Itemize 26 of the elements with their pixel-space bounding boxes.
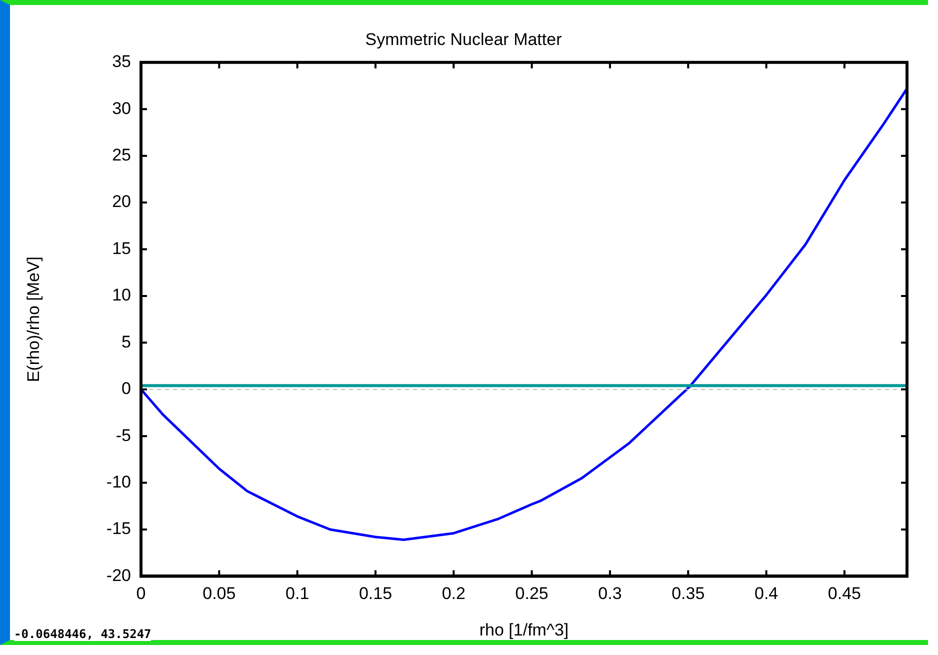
x-tick-label: 0.25 bbox=[515, 584, 548, 604]
x-tick-label: 0.3 bbox=[598, 584, 622, 604]
y-tick-label: -20 bbox=[106, 566, 131, 585]
x-tick-label: 0.4 bbox=[754, 584, 778, 604]
x-tick-label: 0.15 bbox=[358, 584, 392, 604]
y-tick-label: -5 bbox=[116, 426, 131, 445]
y-tick-label: -10 bbox=[106, 472, 131, 492]
y-tick-label: 10 bbox=[112, 286, 131, 305]
y-tick-label: 25 bbox=[112, 146, 131, 165]
x-tick-label: 0.45 bbox=[828, 584, 862, 604]
y-tick-label: 0 bbox=[122, 379, 131, 398]
y-tick-label: 30 bbox=[112, 98, 131, 118]
text: -0.0648446, 43.5247 bbox=[14, 627, 152, 641]
y-tick-label: -15 bbox=[106, 519, 131, 538]
y-axis-title: E(rho)/rho [MeV] bbox=[24, 256, 43, 382]
chart-title: Symmetric Nuclear Matter bbox=[365, 30, 562, 49]
y-tick-label: 20 bbox=[112, 192, 131, 212]
x-tick-label: 0.2 bbox=[442, 584, 466, 604]
y-tick-label: 35 bbox=[112, 52, 131, 72]
y-tick-label: 5 bbox=[122, 332, 131, 352]
y-tick-label: 15 bbox=[112, 238, 131, 258]
x-tick-label: 0.1 bbox=[286, 584, 310, 604]
x-axis-title: rho [1/fm^3] bbox=[479, 620, 569, 640]
x-tick-label: 0.35 bbox=[672, 584, 705, 604]
x-tick-label: 0.05 bbox=[202, 584, 236, 604]
x-tick-label: 0 bbox=[136, 584, 146, 604]
